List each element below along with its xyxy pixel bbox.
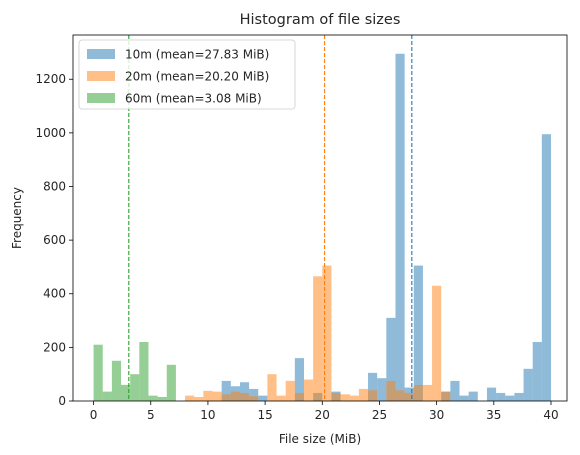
histogram-bar-10m-23 — [532, 342, 542, 401]
histogram-bar-60m-7 — [157, 396, 167, 401]
histogram-bar-10m-2 — [239, 382, 250, 401]
histogram-bar-20m-11 — [294, 392, 304, 401]
plot-area-frame — [72, 34, 568, 402]
histogram-bar-20m-16 — [340, 394, 350, 401]
histogram-bar-20m-26 — [441, 391, 451, 401]
histogram-bar-10m-4 — [258, 395, 268, 401]
histogram-bar-10m-21 — [514, 392, 524, 401]
x-tick-label: 40 — [543, 408, 558, 422]
histogram-bar-20m-2 — [203, 390, 213, 401]
histogram-bar-60m-4 — [130, 374, 140, 401]
histogram-bar-20m-20 — [386, 380, 396, 401]
histogram-bar-10m-3 — [249, 388, 259, 401]
histogram-bar-10m-20 — [505, 395, 515, 401]
x-tick-label: 15 — [257, 408, 272, 422]
legend-swatch-10m — [87, 49, 115, 59]
legend-label-60m: 60m (mean=3.08 MiB) — [125, 92, 262, 106]
histogram-bar-20m-24 — [422, 384, 433, 401]
histogram-bar-20m-25 — [432, 285, 442, 401]
histogram-bar-60m-3 — [121, 384, 131, 401]
chart-title: Histogram of file sizes — [240, 12, 401, 28]
histogram-bar-20m-18 — [358, 388, 369, 401]
x-tick-label: 25 — [372, 408, 387, 422]
legend-swatch-60m — [87, 93, 115, 103]
legend: 10m (mean=27.83 MiB) 20m (mean=20.20 MiB)… — [78, 39, 296, 110]
x-tick-label: 5 — [147, 408, 155, 422]
x-tick-label: 0 — [90, 408, 98, 422]
histogram-bar-10m-8 — [368, 372, 378, 401]
x-tick-label: 35 — [486, 408, 501, 422]
histogram-bar-60m-8 — [166, 364, 176, 401]
y-tick-label: 600 — [43, 233, 66, 247]
histogram-bar-60m-1 — [102, 391, 112, 401]
histogram-bar-20m-5 — [230, 391, 240, 401]
histogram-bar-20m-22 — [404, 392, 414, 401]
histogram-bar-20m-7 — [249, 396, 259, 401]
x-tick-label: 30 — [429, 408, 444, 422]
histogram-bar-10m-19 — [496, 392, 506, 401]
histogram-bar-20m-10 — [285, 380, 295, 401]
y-tick-label: 1000 — [35, 126, 66, 140]
histogram-bar-10m-17 — [468, 391, 478, 401]
histogram-bar-10m-16 — [459, 395, 469, 401]
histogram-bar-60m-5 — [139, 342, 149, 401]
histogram-bar-10m-24 — [541, 134, 551, 401]
histogram-bar-10m-10 — [386, 317, 396, 401]
legend-label-20m: 20m (mean=20.20 MiB) — [125, 70, 269, 84]
histogram-bar-20m-4 — [221, 394, 231, 401]
histogram-bar-20m-17 — [349, 395, 359, 401]
y-tick-label: 1200 — [35, 72, 66, 86]
y-axis: 0 200 400 600 800 1000 1200 — [35, 72, 73, 408]
y-tick-label: 200 — [43, 340, 66, 354]
histogram-bar-20m-1 — [194, 396, 204, 401]
histogram-bar-20m-9 — [276, 395, 286, 401]
y-tick-label: 0 — [58, 394, 66, 408]
x-axis-title: File size (MiB) — [279, 432, 361, 446]
histogram-bar-60m-2 — [111, 360, 122, 401]
histogram-bar-60m-0 — [93, 344, 103, 401]
legend-label-10m: 10m (mean=27.83 MiB) — [125, 48, 269, 62]
bars-layer — [93, 53, 551, 402]
x-axis: 0 5 10 15 20 25 30 35 40 — [90, 401, 559, 422]
histogram-bar-10m-5 — [294, 358, 304, 401]
legend-swatch-20m — [87, 71, 115, 81]
histogram-bar-10m-11 — [395, 53, 405, 402]
histogram-bar-20m-15 — [331, 392, 341, 401]
histogram-bar-10m-18 — [486, 387, 497, 401]
histogram-bar-20m-14 — [322, 265, 332, 401]
histogram-bar-20m-21 — [395, 390, 405, 401]
histogram-bar-20m-13 — [313, 276, 323, 401]
histogram-bar-10m-15 — [450, 380, 460, 401]
histogram-bar-10m-22 — [523, 368, 533, 401]
histogram-bar-20m-19 — [368, 390, 378, 401]
x-tick-label: 10 — [200, 408, 215, 422]
histogram-bar-20m-6 — [239, 392, 250, 401]
y-tick-label: 800 — [43, 179, 66, 193]
histogram-bar-10m-9 — [377, 378, 387, 401]
histogram-bar-20m-23 — [413, 384, 423, 401]
y-tick-label: 400 — [43, 287, 66, 301]
x-tick-label: 20 — [315, 408, 330, 422]
histogram-bar-20m-8 — [267, 374, 277, 401]
histogram-bar-20m-3 — [212, 391, 222, 401]
histogram-bar-10m-13 — [413, 265, 423, 401]
histogram-bar-20m-12 — [303, 379, 314, 401]
legend-box — [78, 39, 296, 110]
histogram-bar-20m-0 — [185, 395, 195, 401]
y-axis-title: Frequency — [10, 187, 24, 249]
histogram-bar-60m-6 — [148, 395, 158, 401]
histogram-bar-10m-0 — [221, 380, 231, 401]
